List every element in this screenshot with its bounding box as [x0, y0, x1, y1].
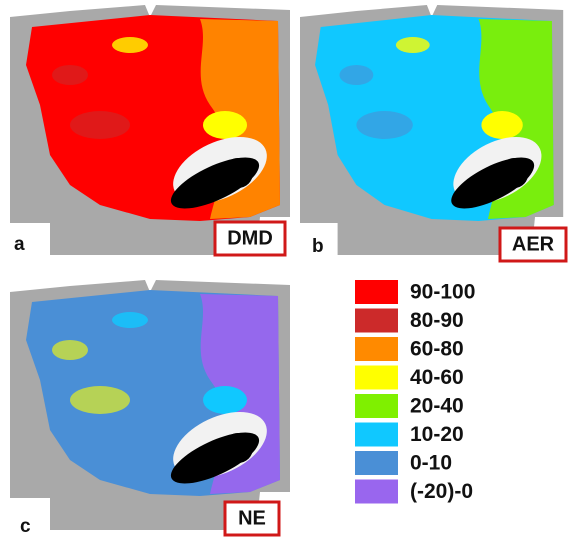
legend-swatch [355, 309, 398, 333]
map-patch [112, 312, 148, 328]
legend-label: 0-10 [410, 452, 452, 475]
legend-label: (-20)-0 [410, 480, 473, 503]
legend-swatch [355, 394, 398, 418]
map-patch [203, 386, 247, 414]
legend-label: 90-100 [410, 281, 475, 304]
map-blob [223, 433, 253, 463]
figure: DMD a AER b NE c 90-100 80-90 60-80 40-60 20-40 10-… [0, 0, 570, 539]
panel-letter: c [20, 516, 31, 537]
legend-label: 60-80 [410, 338, 464, 361]
map-patch [481, 111, 522, 139]
legend-swatch [355, 280, 398, 304]
legend-swatch [355, 480, 398, 504]
panel-label: DMD [227, 227, 273, 249]
map-panel [10, 5, 290, 255]
map-speck [70, 386, 130, 414]
legend-label: 10-20 [410, 423, 464, 446]
legend-swatch [355, 423, 398, 447]
panel-letter: b [312, 236, 324, 257]
legend-label: 40-60 [410, 366, 464, 389]
map-panel [300, 5, 563, 255]
map-patch [396, 37, 430, 53]
map-speck [52, 340, 88, 360]
map-panel [10, 280, 290, 530]
map-blob [500, 158, 528, 188]
map-patch [112, 37, 148, 53]
panel-letter: a [14, 234, 25, 255]
map-speck [70, 111, 130, 139]
map-blob [223, 158, 253, 188]
map-speck [339, 65, 373, 85]
map-speck [52, 65, 88, 85]
panel-label: AER [512, 233, 555, 255]
legend-label: 20-40 [410, 395, 464, 418]
map-patch [203, 111, 247, 139]
legend-label: 80-90 [410, 309, 464, 332]
legend-swatch [355, 337, 398, 361]
map-speck [356, 111, 412, 139]
legend-swatch [355, 366, 398, 390]
legend-swatch [355, 451, 398, 475]
panel-label: NE [238, 507, 266, 529]
